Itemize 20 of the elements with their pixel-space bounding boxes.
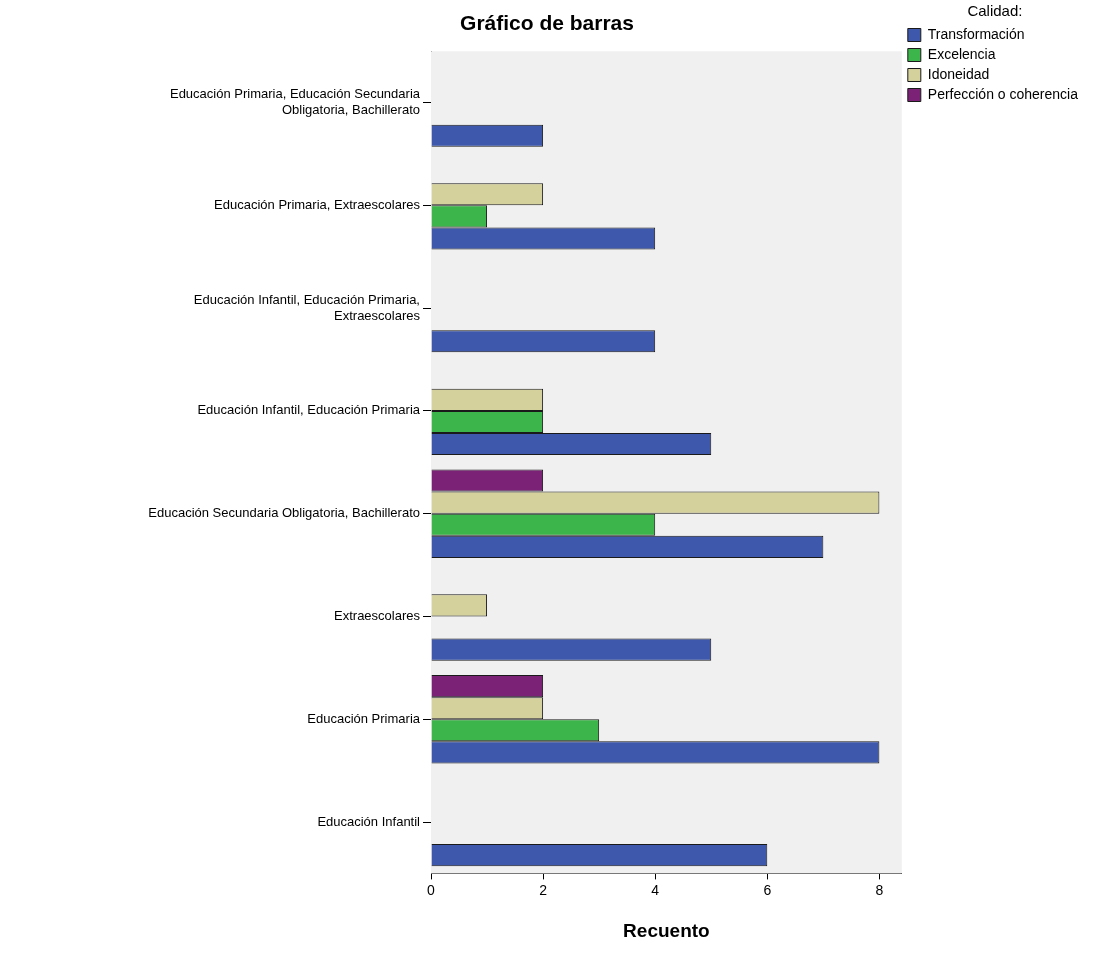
- y-tick-label: Educación Secundaria Obligatoria, Bachillerato: [148, 505, 420, 521]
- y-tick-label: Educación Infantil, Educación Primaria: [197, 402, 421, 418]
- y-tick-label: Educación Infantil, Educación Primaria, Extraescolares: [193, 291, 421, 323]
- x-tick-label: 4: [651, 881, 660, 898]
- y-tick-label: Educación Primaria: [307, 710, 421, 726]
- x-tick-label: 8: [875, 881, 884, 898]
- y-tick-label: Extraescolares: [334, 608, 421, 624]
- x-tick-label: 6: [763, 881, 772, 898]
- x-tick-label: 0: [427, 881, 436, 898]
- x-axis-title: Recuento: [623, 919, 710, 941]
- legend-label: Perfección o coherencia: [927, 85, 1079, 102]
- y-tick-label: Educación Primaria, Educación Secundaria Obligatoria, Bachillerato: [169, 86, 421, 117]
- y-tick-label: Educación Primaria, Extraescolares: [214, 196, 421, 212]
- chart-title: Gráfico de barras: [460, 11, 634, 35]
- x-tick-label: 2: [539, 881, 548, 898]
- legend-label: Transformación: [927, 25, 1025, 42]
- y-tick-label: Educación Infantil: [317, 813, 421, 829]
- legend-label: Idoneidad: [927, 65, 990, 82]
- legend-label: Excelencia: [927, 45, 996, 62]
- legend-title: Calidad:: [967, 1, 1023, 19]
